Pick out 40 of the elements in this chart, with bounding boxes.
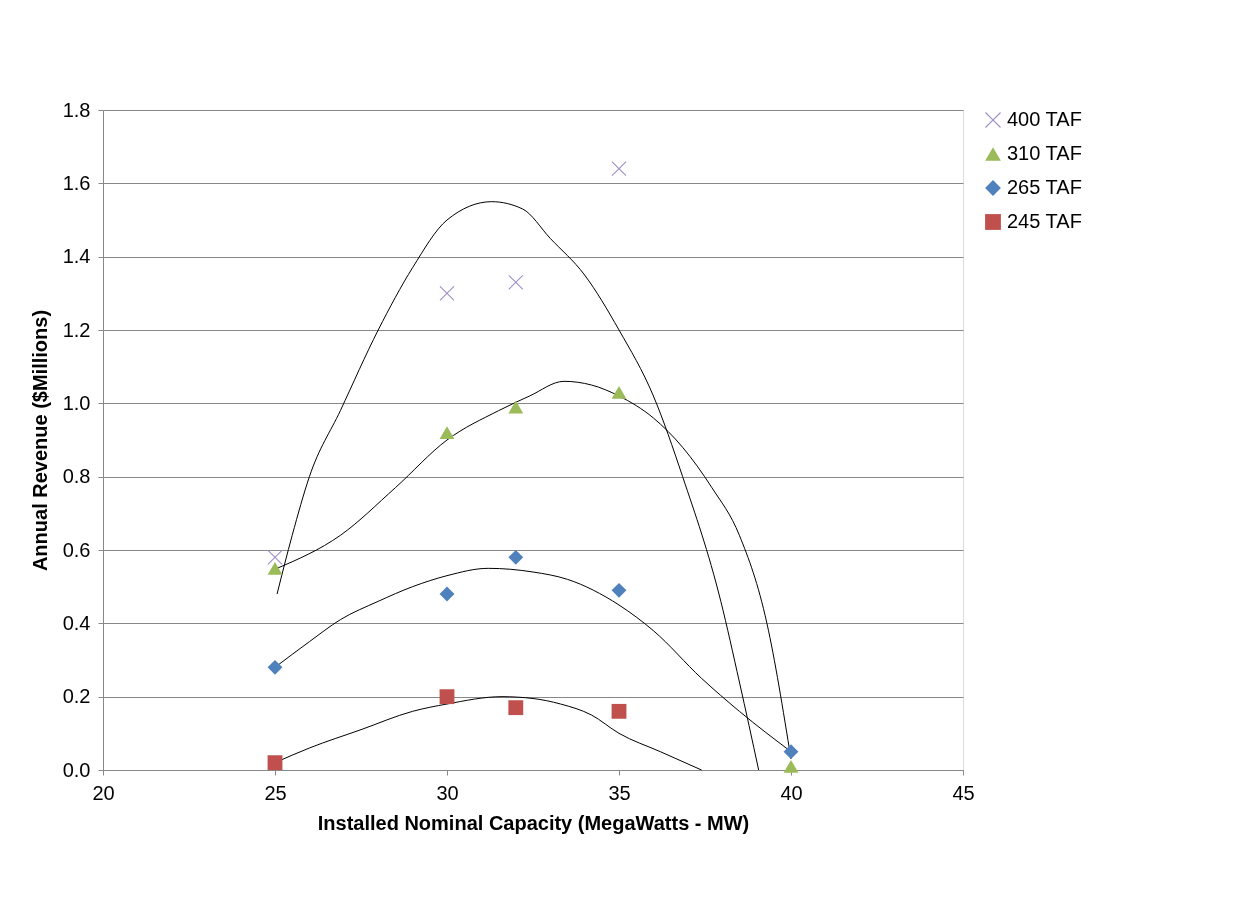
point — [508, 549, 524, 565]
legend-label: 310 TAF — [1007, 142, 1082, 164]
y-tick-label: 1.8 — [62, 98, 91, 121]
point — [508, 400, 524, 414]
y-tick-label: 0.6 — [62, 538, 91, 561]
x-tick-label: 20 — [92, 781, 115, 804]
point — [439, 689, 455, 705]
y-tick-label: 0.8 — [62, 465, 91, 488]
y-tick-label: 1.6 — [62, 171, 91, 194]
point — [267, 659, 283, 675]
y-tick-label: 0.0 — [62, 758, 91, 781]
y-tick-label: 1.4 — [62, 245, 91, 268]
point — [267, 755, 283, 771]
x-tick-label: 35 — [608, 781, 631, 804]
y-tick-label: 0.2 — [62, 685, 91, 708]
legend-label: 265 TAF — [1007, 176, 1082, 198]
point — [267, 549, 283, 565]
point — [783, 744, 799, 760]
y-tick-label: 0.4 — [62, 611, 91, 634]
y-axis-title: Annual Revenue ($Millions) — [28, 309, 51, 572]
point — [611, 703, 627, 719]
point — [611, 161, 627, 177]
x-tick-label: 45 — [952, 781, 975, 804]
point — [783, 759, 799, 773]
point — [267, 561, 283, 575]
point — [508, 274, 524, 290]
x-tick-label: 25 — [264, 781, 287, 804]
point — [611, 385, 627, 399]
y-tick-label: 1.2 — [62, 318, 91, 341]
point — [439, 426, 455, 440]
x-tick-label: 40 — [780, 781, 803, 804]
legend-label: 245 TAF — [1007, 210, 1082, 232]
point — [439, 285, 455, 301]
x-axis-title: Installed Nominal Capacity (MegaWatts - MW) — [317, 811, 750, 834]
legend-label: 400 TAF — [1007, 108, 1082, 130]
y-tick-label: 1.0 — [62, 391, 91, 414]
point — [439, 586, 455, 602]
point — [611, 582, 627, 598]
point — [508, 700, 524, 716]
x-tick-label: 30 — [436, 781, 459, 804]
